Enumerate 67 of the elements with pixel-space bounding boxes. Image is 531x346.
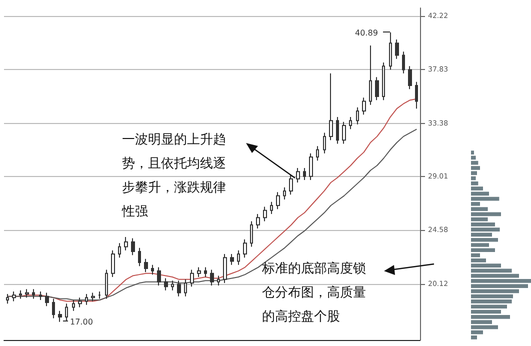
candlestick — [58, 310, 62, 322]
candlestick — [362, 97, 366, 116]
candlestick — [210, 269, 214, 286]
candlestick — [382, 62, 385, 101]
candlestick — [25, 288, 29, 298]
candlestick — [91, 292, 95, 302]
candlestick — [124, 236, 128, 251]
candlestick — [296, 167, 300, 183]
candlestick — [39, 291, 42, 301]
candlestick — [303, 167, 306, 181]
candlestick — [329, 72, 333, 141]
candlestick — [389, 32, 392, 70]
candlestick — [408, 66, 412, 90]
line-series — [6, 128, 418, 301]
candlestick — [45, 292, 49, 307]
candlestick — [197, 266, 201, 278]
annotation: 标准的底部高度锁仓分布图，高质量的高控盘个股 — [261, 260, 366, 324]
candlestick — [72, 300, 75, 312]
candlestick — [323, 132, 326, 154]
candlestick — [289, 174, 293, 196]
candlestick — [19, 290, 22, 300]
candlestick — [12, 291, 16, 302]
candlestick — [375, 76, 379, 101]
annotation: 一波明显的上升趋势，且依托均线逐步攀升，涨跌规律性强 — [121, 132, 226, 220]
candlestick — [138, 247, 141, 267]
candlestick — [395, 39, 399, 60]
candlestick — [177, 280, 181, 297]
annotation: 17.00 — [70, 318, 93, 326]
candlestick — [52, 298, 55, 319]
candlestick — [256, 213, 260, 230]
candlestick — [415, 81, 418, 110]
candlestick — [230, 253, 234, 266]
candlestick — [316, 146, 319, 162]
candlestick — [78, 297, 82, 308]
candlestick — [6, 293, 9, 304]
candlestick — [223, 253, 227, 284]
candlestick — [237, 250, 240, 266]
candlestick — [111, 250, 115, 278]
candlestick — [204, 266, 207, 278]
candlestick — [151, 264, 154, 276]
candlestick — [342, 121, 346, 144]
candlestick — [349, 116, 352, 130]
candlestick — [309, 152, 313, 181]
candlestick — [171, 280, 174, 291]
candlestick — [157, 266, 161, 286]
candlestick — [131, 238, 135, 256]
candlestick — [336, 116, 339, 144]
candlestick — [263, 206, 267, 222]
candlestick — [243, 238, 247, 258]
candlestick — [118, 242, 121, 258]
candlestick — [250, 220, 253, 248]
candlestick — [402, 51, 405, 74]
candlestick — [356, 106, 359, 125]
annotation: 40.89 — [355, 28, 378, 38]
candlestick — [32, 288, 35, 300]
candlestick — [144, 258, 148, 273]
candlestick — [276, 192, 280, 210]
candlestick — [217, 275, 220, 286]
candlestick — [283, 186, 286, 200]
candlestick — [184, 278, 187, 297]
candlestick — [105, 269, 108, 300]
candlestick — [190, 269, 194, 288]
candlestick — [98, 291, 101, 300]
candlestick — [270, 201, 273, 214]
candlestick — [85, 293, 88, 306]
candlestick — [164, 278, 168, 291]
candlestick — [369, 45, 372, 106]
